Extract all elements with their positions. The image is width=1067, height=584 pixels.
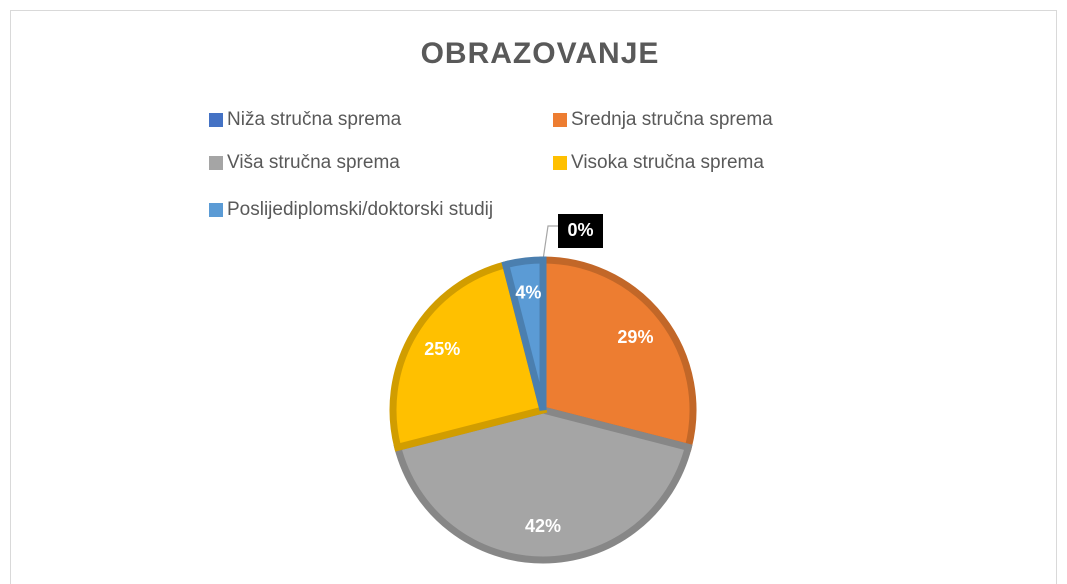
pie-slice — [539, 256, 697, 452]
data-label: 29% — [617, 327, 653, 347]
legend-label: Srednja stručna sprema — [571, 109, 773, 130]
data-label: 25% — [424, 339, 460, 359]
legend-label: Poslijediplomski/doktorski studij — [227, 199, 493, 220]
data-label-box — [558, 214, 603, 248]
leader-line — [542, 225, 558, 261]
data-label: 0% — [567, 220, 593, 240]
chart-title: OBRAZOVANJE — [421, 37, 660, 70]
pie-slice — [501, 256, 547, 411]
legend-label: Visoka stručna sprema — [571, 152, 764, 173]
legend-swatch — [553, 113, 567, 127]
legend-swatch — [209, 203, 223, 217]
pie-slice — [393, 406, 693, 564]
data-label: 42% — [525, 516, 561, 536]
legend-swatch — [209, 113, 223, 127]
pie-slice — [389, 260, 548, 452]
legend-swatch — [553, 156, 567, 170]
legend-label: Viša stručna sprema — [227, 152, 400, 173]
legend-label: Niža stručna sprema — [227, 109, 402, 130]
data-label: 4% — [515, 283, 541, 303]
legend-swatch — [209, 156, 223, 170]
